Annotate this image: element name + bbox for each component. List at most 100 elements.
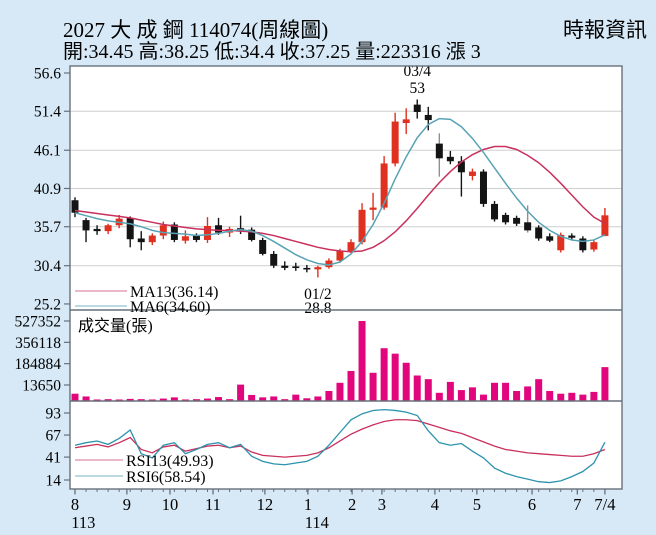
candle-body bbox=[292, 266, 300, 269]
candle-body bbox=[424, 114, 432, 121]
rsi13-legend-label: RSI13(49.93) bbox=[126, 453, 214, 470]
candle-body bbox=[590, 242, 598, 250]
rsi-axis-label: 67 bbox=[46, 428, 62, 445]
candle-body bbox=[479, 171, 487, 204]
month-label: 7 bbox=[573, 495, 581, 514]
volume-bar bbox=[237, 384, 245, 401]
month-label: 8 bbox=[71, 495, 79, 514]
price-axis-label: 56.6 bbox=[34, 66, 61, 83]
volume-bar bbox=[259, 397, 267, 401]
candle-body bbox=[336, 250, 344, 261]
volume-bar bbox=[546, 390, 554, 401]
candle-body bbox=[303, 267, 311, 270]
candle-body bbox=[380, 163, 388, 208]
rsi-axis-label: 14 bbox=[46, 473, 62, 490]
volume-bar bbox=[292, 394, 300, 401]
candle-body bbox=[435, 143, 443, 159]
volume-bar bbox=[601, 367, 609, 401]
volume-bar bbox=[413, 375, 421, 401]
candle-body bbox=[468, 171, 476, 176]
volume-axis-label: 13650 bbox=[22, 377, 61, 394]
volume-axis-label: 527352 bbox=[15, 314, 62, 331]
candle-body bbox=[347, 242, 355, 251]
candle-body bbox=[568, 235, 576, 238]
volume-bar bbox=[568, 392, 576, 401]
ma-legend: MA13(36.14) MA6(34.60) bbox=[75, 284, 218, 316]
candle-body bbox=[181, 236, 189, 241]
price-axis-label: 30.4 bbox=[34, 258, 61, 275]
volume-bar bbox=[402, 362, 410, 401]
volume-bar bbox=[71, 393, 79, 401]
volume-bar bbox=[557, 393, 565, 401]
volume-bar bbox=[513, 390, 521, 401]
price-axis-label: 40.9 bbox=[34, 181, 61, 198]
ma13-line bbox=[74, 145, 606, 253]
candle-body bbox=[535, 227, 543, 239]
candle-body bbox=[104, 225, 112, 232]
candle-body bbox=[546, 236, 554, 241]
candle-body bbox=[159, 225, 167, 236]
candle-body bbox=[93, 228, 101, 232]
volume-bar bbox=[192, 399, 200, 401]
volume-bar bbox=[502, 382, 510, 401]
chart-annotation: 53 bbox=[409, 80, 425, 97]
candle-body bbox=[259, 239, 267, 254]
candle-body bbox=[502, 214, 510, 223]
month-label: 1 bbox=[304, 495, 312, 514]
volume-panel-label: 成交量(張) bbox=[78, 317, 153, 335]
candle-body bbox=[126, 217, 134, 240]
volume-bar bbox=[524, 386, 532, 401]
volume-axis-label: 356118 bbox=[15, 335, 61, 352]
candlesticks bbox=[71, 99, 609, 278]
volume-bar bbox=[303, 398, 311, 401]
candle-body bbox=[413, 104, 421, 112]
candle-body bbox=[192, 235, 200, 240]
volume-bar bbox=[336, 382, 344, 401]
candle-body bbox=[270, 253, 278, 266]
annotations: 03/453 01/228.8 bbox=[304, 63, 431, 317]
candle-body bbox=[82, 220, 90, 231]
candle-body bbox=[402, 119, 410, 124]
candle-body bbox=[215, 225, 223, 233]
year-label: 113 bbox=[71, 513, 95, 532]
rsi-axis-label: 93 bbox=[46, 406, 62, 423]
volume-bar bbox=[181, 399, 189, 401]
rsi-axis-label: 41 bbox=[46, 450, 62, 467]
candle-body bbox=[491, 203, 499, 220]
chart-title: 2027 大 成 鋼 114074(周線圖) bbox=[63, 18, 328, 42]
candle-body bbox=[446, 156, 454, 162]
volume-bar bbox=[491, 382, 499, 401]
month-label: 11 bbox=[205, 495, 221, 514]
volume-bar bbox=[82, 396, 90, 401]
volume-bar bbox=[535, 379, 543, 401]
volume-bar bbox=[479, 394, 487, 401]
volume-bar bbox=[380, 348, 388, 401]
volume-bar bbox=[170, 397, 178, 401]
volume-bar bbox=[325, 390, 333, 401]
candle-body bbox=[557, 234, 565, 251]
rsi-lines bbox=[74, 408, 606, 484]
candle-body bbox=[579, 238, 587, 251]
volume-bar bbox=[104, 399, 112, 401]
price-axis-label: 46.1 bbox=[34, 143, 61, 160]
volume-bar bbox=[270, 396, 278, 401]
volume-bar bbox=[347, 370, 355, 401]
ma6-line bbox=[74, 117, 606, 266]
volume-bar bbox=[126, 398, 134, 401]
candle-body bbox=[248, 229, 256, 240]
ma13-legend-label: MA13(36.14) bbox=[130, 284, 218, 301]
volume-bar bbox=[457, 390, 465, 401]
price-axis-label: 35.7 bbox=[34, 219, 61, 236]
candle-body bbox=[524, 222, 532, 231]
candle-body bbox=[391, 121, 399, 164]
ohlc-stats-line: 開:34.45 高:38.25 低:34.4 收:37.25 量:223316 … bbox=[63, 40, 481, 63]
price-axis-label: 25.2 bbox=[34, 296, 61, 313]
volume-bar bbox=[391, 353, 399, 401]
volume-bar bbox=[358, 321, 366, 401]
volume-bar bbox=[226, 399, 234, 401]
chart-annotation: 03/4 bbox=[403, 63, 431, 80]
ma6-legend-label: MA6(34.60) bbox=[130, 299, 210, 316]
volume-bar bbox=[435, 392, 443, 401]
